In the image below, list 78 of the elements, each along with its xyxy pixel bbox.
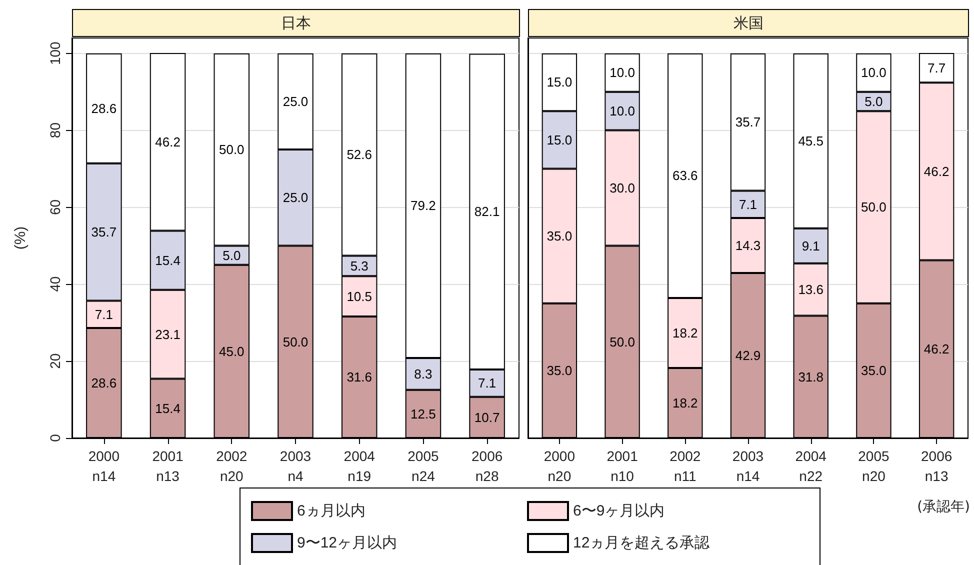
legend-label: 12ヵ月を超える承認: [573, 534, 710, 552]
y-tick-label: 0: [47, 434, 63, 442]
data-label: 30.0: [610, 180, 635, 196]
y-tick-label: 80: [47, 122, 63, 138]
data-label: 18.2: [672, 396, 698, 410]
data-label: 31.8: [798, 369, 824, 384]
data-label: 25.0: [282, 190, 308, 206]
chart-title: 日本: [72, 9, 520, 37]
data-label: 46.2: [155, 134, 180, 150]
data-label: 5.3: [350, 258, 368, 274]
data-label: 25.0: [282, 94, 308, 109]
data-label: 50.0: [282, 334, 308, 350]
data-label: 35.0: [861, 363, 886, 378]
x-tick-label: 2004 n19: [344, 448, 376, 484]
data-label: 10.0: [610, 65, 635, 80]
data-label: 15.0: [546, 132, 572, 148]
legend-label: 6〜9ヶ月以内: [573, 502, 665, 520]
x-tick-label: 2002 n20: [216, 448, 248, 484]
data-label: 35.0: [546, 363, 572, 378]
data-label: 35.7: [735, 114, 761, 130]
legend-label: 9〜12ヶ月以内: [297, 534, 398, 552]
x-tick-label: 2001 n13: [152, 448, 184, 484]
x-tick-label: 2003 n4: [280, 448, 312, 484]
data-label: 46.2: [924, 164, 950, 179]
x-tick-label: 2005 n20: [858, 448, 890, 484]
data-label: 15.0: [546, 74, 572, 90]
data-label: 79.2: [410, 198, 436, 214]
data-label: 10.0: [861, 65, 886, 80]
y-tick-label: 40: [47, 276, 63, 292]
x-tick-label: 2000 n20: [544, 448, 576, 484]
data-label: 52.6: [346, 147, 372, 162]
data-label: 45.5: [798, 133, 824, 148]
x-tick-label: 2005 n24: [408, 448, 439, 484]
data-label: 7.7: [928, 60, 946, 76]
x-tick-label: 2001 n10: [606, 448, 638, 484]
legend-label: 6ヵ月以内: [297, 502, 366, 520]
data-label: 12.5: [410, 406, 436, 422]
y-tick-label: 60: [47, 199, 63, 216]
data-label: 50.0: [218, 142, 244, 158]
data-label: 42.9: [735, 348, 761, 363]
text: (承認年): [917, 499, 970, 515]
data-label: 7.1: [738, 196, 758, 212]
x-tick-label: 2000 n14: [88, 448, 120, 484]
data-label: 10.0: [610, 104, 635, 119]
x-tick-label: 2002 n11: [670, 448, 701, 484]
y-axis-title: (%): [12, 226, 29, 250]
data-label: 31.6: [346, 370, 372, 385]
y-tick-label: 20: [47, 353, 63, 369]
data-label: 82.1: [474, 204, 500, 220]
data-label: 9.1: [802, 238, 820, 254]
data-label: 15.4: [155, 400, 180, 416]
data-label: 50.0: [610, 334, 635, 350]
data-label: 63.6: [672, 168, 698, 184]
x-tick-label: 2006 n28: [471, 448, 503, 484]
y-tick-label: 100: [47, 41, 63, 66]
data-label: 50.0: [861, 200, 886, 215]
data-label: 10.5: [346, 288, 372, 304]
data-label: 18.2: [672, 326, 698, 340]
x-tick-label: 2004 n22: [795, 448, 827, 484]
data-label: 35.0: [546, 228, 572, 244]
x-tick-label: 2003 n14: [732, 448, 764, 484]
data-label: 10.7: [474, 410, 500, 425]
data-label: 35.7: [91, 224, 117, 240]
data-label: 7.1: [478, 376, 496, 391]
data-label: 28.6: [91, 100, 117, 116]
data-label: 45.0: [218, 344, 244, 359]
data-label: 13.6: [798, 282, 824, 298]
data-label: 23.1: [155, 326, 180, 342]
data-label: 15.4: [155, 252, 180, 268]
x-tick-label: 2006 n13: [920, 448, 952, 484]
data-label: 5.0: [864, 94, 883, 109]
data-label: 46.2: [924, 342, 950, 357]
data-label: 7.1: [94, 306, 113, 322]
data-label: 14.3: [735, 238, 761, 253]
data-label: 28.6: [91, 376, 117, 390]
chart-title: 米国: [528, 9, 969, 37]
data-label: 8.3: [414, 366, 432, 382]
data-label: 5.0: [222, 248, 241, 263]
